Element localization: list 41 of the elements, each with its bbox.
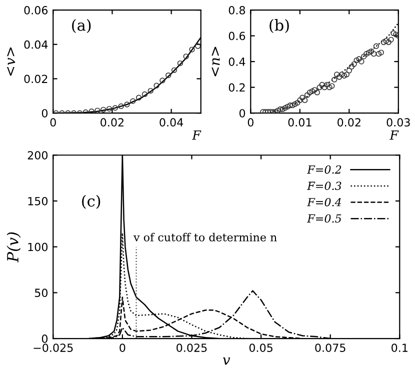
x-tick-label: 0 <box>120 344 126 352</box>
y-tick-label: 0.6 <box>228 32 246 40</box>
y-tick-label: 0.04 <box>24 40 48 49</box>
x-tick-label: 0.02 <box>338 118 360 127</box>
x-axis-title: F <box>390 130 399 140</box>
y-tick-label: 50 <box>34 288 48 298</box>
x-tick-label: 0.02 <box>100 118 124 127</box>
y-tick-label: 0.06 <box>24 6 48 14</box>
y-tick-label: 0 <box>42 334 48 343</box>
x-tick-label: 0.1 <box>392 344 408 352</box>
y-tick-label: 150 <box>28 196 48 206</box>
x-tick-label: −0.025 <box>34 344 73 352</box>
annotation: v of cutoff to determine n <box>133 232 277 242</box>
y-tick-label: 0.02 <box>24 74 48 84</box>
x-tick-label: 0.04 <box>160 118 184 127</box>
y-tick-label: 0 <box>239 109 246 118</box>
x-tick-label: 0 <box>50 118 56 127</box>
annotation: (b) <box>270 19 289 34</box>
x-tick-label: 0.075 <box>315 344 346 352</box>
y-tick-label: 0.4 <box>228 58 246 66</box>
legend-label: F=0.4 <box>307 198 342 206</box>
legend-label: F=0.2 <box>307 165 342 174</box>
legend-label: F=0.5 <box>307 214 342 223</box>
y-tick-label: 200 <box>28 151 48 160</box>
y-tick-label: 100 <box>28 242 48 252</box>
x-tick-label: 0.03 <box>386 118 410 127</box>
y-tick-label: 0 <box>42 109 48 118</box>
x-axis-title: v <box>222 357 230 365</box>
y-axis-title: P(v) <box>6 232 21 262</box>
y-tick-label: 0.8 <box>228 6 246 14</box>
annotation: (c) <box>82 194 100 209</box>
x-tick-label: 0.05 <box>249 344 272 352</box>
x-tick-label: 0.01 <box>288 118 312 127</box>
y-tick-label: 0.2 <box>228 83 245 92</box>
annotation: (a) <box>72 19 91 34</box>
y-axis-title: <v> <box>7 47 16 76</box>
y-axis-title: <n> <box>212 46 220 76</box>
x-tick-label: 0.025 <box>176 344 207 352</box>
x-axis-title: F <box>192 130 202 140</box>
legend-label: F=0.3 <box>307 182 342 190</box>
x-tick-label: 0 <box>248 118 254 127</box>
